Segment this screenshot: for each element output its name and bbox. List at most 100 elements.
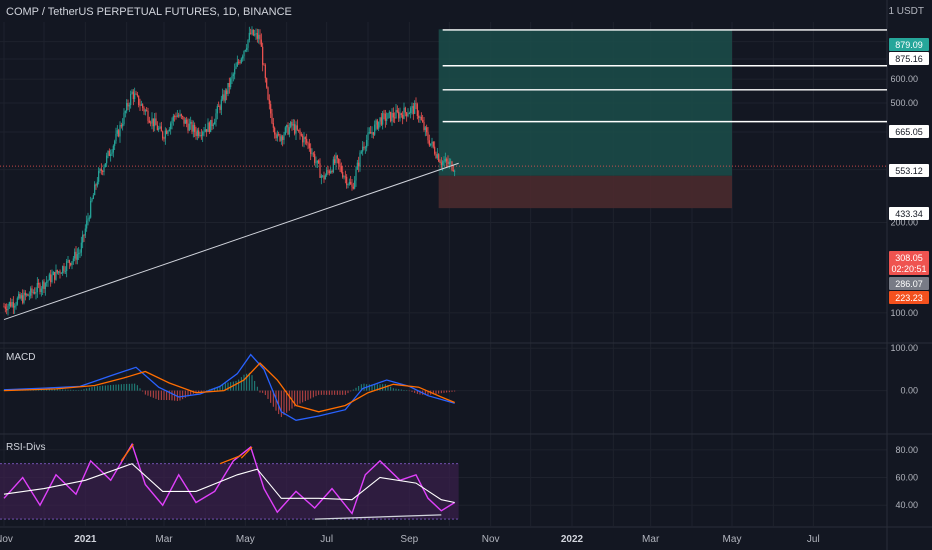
rsi-band — [0, 463, 459, 520]
candle-body — [240, 58, 242, 63]
candle-body — [111, 152, 113, 155]
candle-body — [74, 251, 76, 259]
candle-body — [90, 201, 92, 218]
candle-body — [43, 281, 45, 290]
candle-body — [302, 135, 304, 143]
candle-body — [24, 292, 26, 296]
candle-body — [198, 130, 200, 136]
candle-body — [408, 113, 410, 115]
candle-body — [384, 113, 386, 122]
candle-body — [447, 161, 449, 165]
candle-body — [312, 153, 314, 155]
candle-body — [388, 111, 390, 114]
macd-histogram-bar — [390, 386, 392, 391]
candle-body — [67, 260, 69, 262]
candle-body — [346, 176, 348, 186]
candle-body — [348, 181, 350, 185]
candle-body — [27, 294, 29, 296]
macd-histogram-bar — [352, 389, 354, 391]
candle-body — [52, 272, 54, 276]
candle-body — [215, 113, 217, 122]
candle-body — [422, 119, 424, 123]
price-tag-gray — [889, 277, 929, 290]
candle-body — [180, 114, 182, 117]
candle-body — [47, 280, 49, 282]
macd-histogram-bar — [323, 390, 325, 395]
candle-body — [347, 184, 349, 186]
macd-axis-tick-label: 0.00 — [900, 386, 918, 396]
candle-body — [138, 95, 140, 106]
price-tag-label: 553.12 — [895, 166, 923, 176]
price-axis-tick-label: 500.00 — [890, 98, 918, 108]
candle-body — [306, 138, 308, 143]
candle-body — [163, 138, 165, 140]
price-tag-green — [889, 38, 929, 51]
candle-body — [332, 159, 334, 173]
macd-histogram-bar — [246, 373, 248, 391]
candle-body — [28, 295, 30, 297]
macd-histogram-bar — [443, 390, 445, 393]
candle-body — [300, 134, 302, 136]
candle-body — [8, 302, 10, 306]
candle-body — [427, 132, 429, 141]
candle-body — [152, 118, 154, 127]
candle-body — [178, 115, 180, 117]
candle-body — [196, 130, 198, 136]
symbol-title[interactable]: COMP / TetherUS PERPETUAL FUTURES, 1D, B… — [6, 6, 292, 18]
macd-histogram-bar — [216, 386, 218, 391]
macd-histogram-bar — [286, 390, 288, 413]
candle-body — [344, 176, 346, 178]
candle-body — [395, 110, 397, 119]
candle-body — [175, 116, 177, 118]
candle-body — [382, 113, 384, 125]
candle-body — [355, 169, 357, 181]
macd-histogram-bar — [184, 390, 186, 398]
candle-body — [378, 121, 380, 129]
candle-body — [160, 126, 162, 132]
currency-label[interactable]: 1 USDT — [888, 6, 924, 17]
macd-histogram-bar — [155, 390, 157, 399]
candle-body — [207, 122, 209, 132]
macd-histogram-bar — [131, 383, 133, 391]
rsi-divergence-line — [219, 454, 242, 465]
candle-body — [98, 171, 100, 182]
macd-histogram-bar — [435, 390, 437, 394]
candle-body — [216, 106, 218, 114]
candle-body — [371, 132, 373, 134]
macd-histogram-bar — [296, 390, 298, 405]
candle-body — [443, 161, 445, 162]
candle-body — [448, 161, 450, 165]
candle-body — [78, 253, 80, 255]
candle-body — [383, 113, 385, 115]
candle-body — [176, 115, 178, 117]
candle-body — [131, 91, 133, 94]
candle-body — [275, 134, 277, 139]
candle-body — [16, 298, 18, 305]
macd-histogram-bar — [403, 389, 405, 391]
candle-body — [102, 170, 104, 173]
macd-histogram-bar — [64, 389, 66, 391]
candle-body — [283, 134, 285, 140]
macd-histogram-bar — [374, 384, 376, 391]
macd-histogram-bar — [198, 390, 200, 393]
candles-group — [3, 26, 456, 316]
macd-histogram-bar — [238, 379, 240, 391]
macd-histogram-bar — [438, 390, 440, 394]
candle-body — [151, 118, 153, 124]
candle-body — [116, 130, 118, 134]
candle-body — [323, 175, 325, 180]
candle-body — [280, 136, 282, 141]
candle-body — [99, 169, 101, 172]
rsi-axis-tick-label: 60.00 — [895, 473, 918, 483]
candle-body — [226, 90, 228, 95]
macd-histogram-bar — [358, 386, 360, 391]
candle-body — [442, 161, 444, 165]
candle-body — [158, 128, 160, 131]
candle-body — [415, 103, 417, 105]
candle-body — [342, 171, 344, 178]
candle-body — [276, 134, 278, 139]
candle-body — [14, 306, 16, 308]
candle-body — [200, 135, 202, 137]
macd-histogram-bar — [203, 390, 205, 392]
